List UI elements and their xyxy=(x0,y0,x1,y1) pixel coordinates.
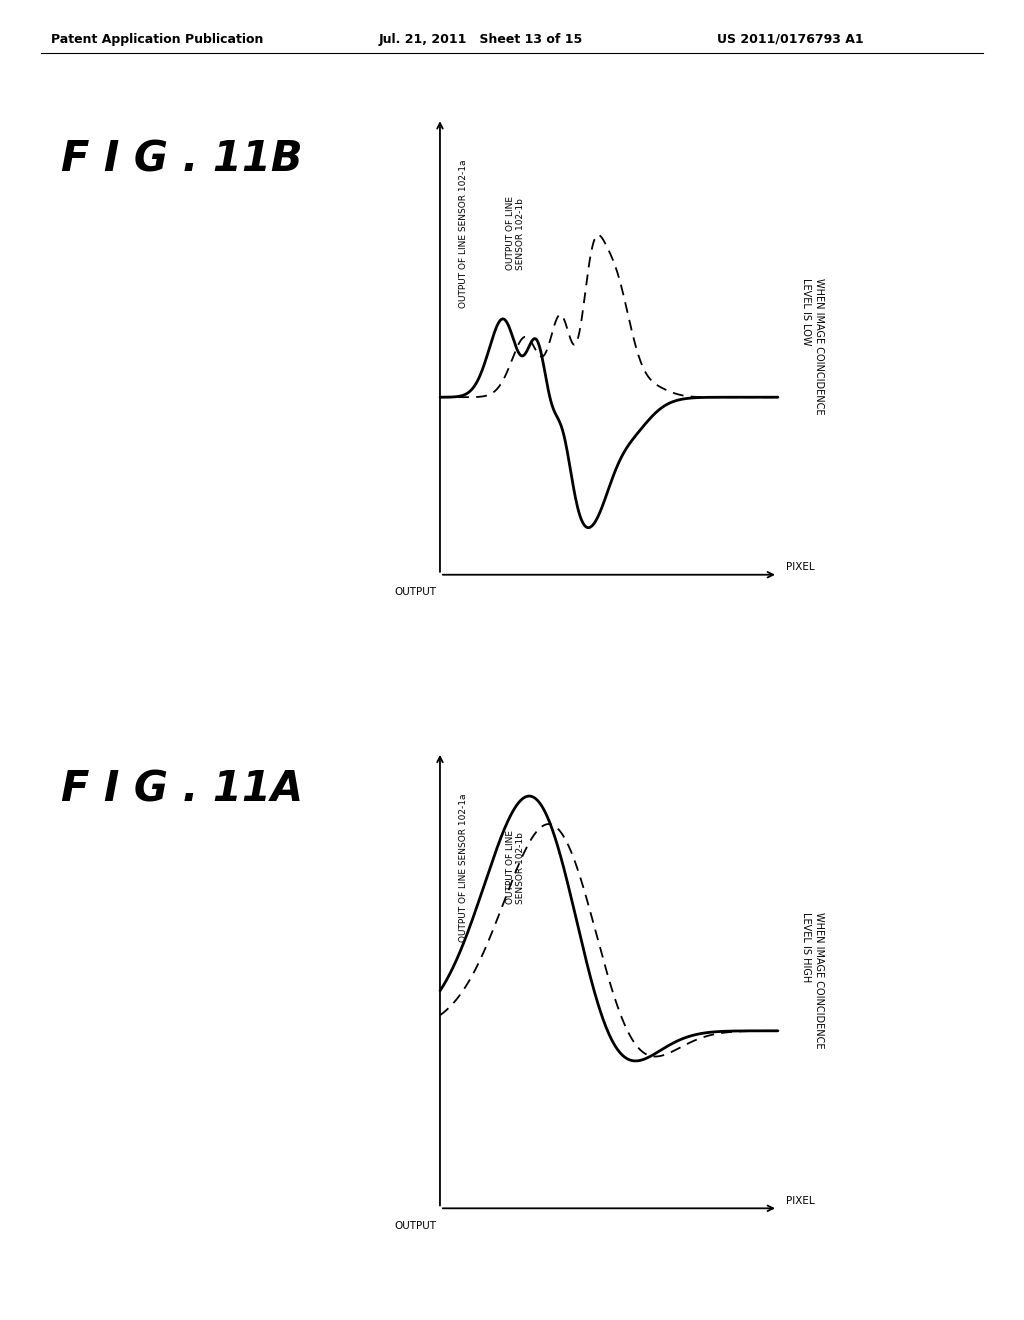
Text: WHEN IMAGE COINCIDENCE
LEVEL IS LOW: WHEN IMAGE COINCIDENCE LEVEL IS LOW xyxy=(801,279,823,414)
Text: F I G . 11B: F I G . 11B xyxy=(61,139,303,181)
Text: OUTPUT OF LINE
SENSOR 102-1b: OUTPUT OF LINE SENSOR 102-1b xyxy=(506,197,525,271)
Text: PIXEL: PIXEL xyxy=(785,562,814,572)
Text: OUTPUT OF LINE SENSOR 102-1a: OUTPUT OF LINE SENSOR 102-1a xyxy=(460,160,468,309)
Text: OUTPUT: OUTPUT xyxy=(394,1221,436,1232)
Text: PIXEL: PIXEL xyxy=(785,1196,814,1205)
Text: OUTPUT OF LINE
SENSOR 102-1b: OUTPUT OF LINE SENSOR 102-1b xyxy=(506,830,525,904)
Text: OUTPUT OF LINE SENSOR 102-1a: OUTPUT OF LINE SENSOR 102-1a xyxy=(460,793,468,942)
Text: Jul. 21, 2011   Sheet 13 of 15: Jul. 21, 2011 Sheet 13 of 15 xyxy=(379,33,583,46)
Text: OUTPUT: OUTPUT xyxy=(394,587,436,598)
Text: Patent Application Publication: Patent Application Publication xyxy=(51,33,263,46)
Text: F I G . 11A: F I G . 11A xyxy=(61,768,303,810)
Text: WHEN IMAGE COINCIDENCE
LEVEL IS HIGH: WHEN IMAGE COINCIDENCE LEVEL IS HIGH xyxy=(801,912,823,1048)
Text: US 2011/0176793 A1: US 2011/0176793 A1 xyxy=(717,33,863,46)
